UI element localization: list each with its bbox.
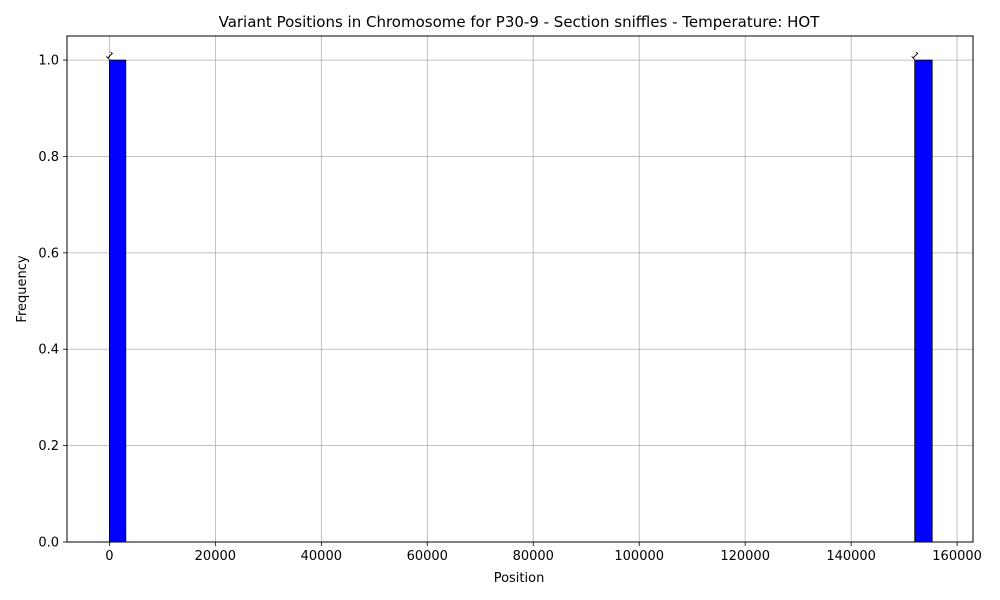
x-tick-label: 100000 [614, 549, 664, 564]
histogram-bar [914, 59, 933, 543]
x-tick-label: 160000 [932, 549, 982, 564]
y-tick-label: 1.0 [38, 54, 59, 69]
y-tick-label: 0.6 [38, 246, 59, 261]
x-tick-label: 20000 [195, 549, 236, 564]
x-tick-label: 140000 [826, 549, 876, 564]
x-axis-label: Position [494, 571, 545, 586]
x-tick-label: 60000 [407, 549, 448, 564]
plot-frame [66, 35, 974, 543]
x-tick-label: 80000 [513, 549, 554, 564]
x-tick-label: 120000 [720, 549, 770, 564]
x-axis-ticks: 0 20000 40000 60000 80000 100000 120000 140000 1… [105, 542, 982, 564]
y-tick-label: 0.0 [38, 536, 59, 551]
histogram-bar [108, 59, 127, 543]
y-axis-label: Frequency [15, 255, 30, 322]
y-tick-label: 0.8 [38, 150, 59, 165]
x-tick-label: 0 [105, 549, 113, 564]
chart-title: Variant Positions in Chromosome for P30-… [219, 13, 821, 31]
grid-lines [67, 36, 973, 543]
y-axis-ticks: 0.0 0.2 0.4 0.6 0.8 1.0 [38, 54, 67, 551]
y-tick-label: 0.4 [38, 343, 59, 358]
y-tick-label: 0.2 [38, 439, 59, 454]
x-tick-label: 40000 [301, 549, 342, 564]
